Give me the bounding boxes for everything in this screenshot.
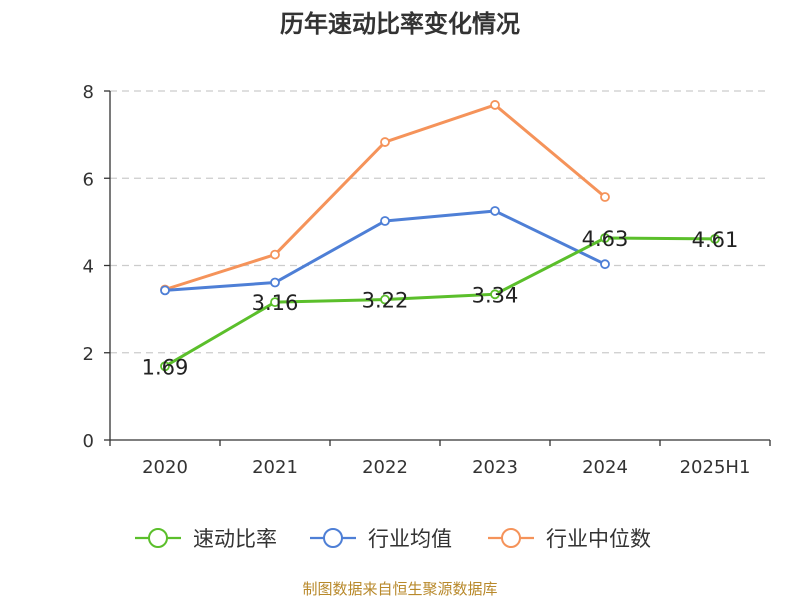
legend-marker <box>501 528 521 548</box>
y-tick-label: 2 <box>83 344 94 365</box>
data-point <box>490 100 500 110</box>
data-point <box>380 216 390 226</box>
data-label: 4.61 <box>692 228 739 252</box>
data-point <box>160 285 170 296</box>
legend-marker <box>148 528 168 548</box>
data-point <box>270 249 280 260</box>
axes: 0 2 4 6 8 2020 2021 2022 2023 2024 2025H1 <box>83 82 771 478</box>
data-label: 3.22 <box>362 289 409 313</box>
data-point <box>490 289 500 300</box>
y-tick-label: 6 <box>83 169 94 190</box>
legend-label: 行业中位数 <box>546 527 651 551</box>
data-point <box>490 206 500 216</box>
data-point <box>270 297 280 308</box>
x-tick-label: 2020 <box>142 457 188 478</box>
source-note: 制图数据来自恒生聚源数据库 <box>302 580 498 598</box>
data-label: 1.69 <box>142 355 189 379</box>
y-tick-label: 8 <box>83 82 94 103</box>
x-tick-label: 2021 <box>252 457 298 478</box>
x-tick-label: 2022 <box>362 457 408 478</box>
series-line <box>164 236 716 368</box>
legend: 速动比率 行业均值 行业中位数 <box>135 527 651 551</box>
grid-lines <box>110 90 770 354</box>
data-point <box>160 361 170 372</box>
data-point <box>600 192 610 202</box>
data-point <box>600 259 610 270</box>
chart-title: 历年速动比率变化情况 <box>280 10 520 38</box>
legend-label: 行业均值 <box>368 527 452 551</box>
legend-label: 速动比率 <box>193 527 277 551</box>
legend-marker <box>323 528 343 548</box>
data-label: 3.16 <box>252 291 299 315</box>
data-label: 3.34 <box>472 283 519 307</box>
y-tick-label: 4 <box>83 257 94 278</box>
series-lines <box>160 100 720 372</box>
x-tick-label: 2023 <box>472 457 518 478</box>
data-point <box>380 294 390 305</box>
data-point <box>380 137 390 147</box>
data-point <box>710 233 720 244</box>
data-label: 4.63 <box>582 227 629 251</box>
data-labels: 1.69 3.16 3.22 3.34 4.63 4.61 <box>142 227 739 379</box>
data-point <box>270 277 280 288</box>
y-tick-label: 0 <box>83 431 94 452</box>
series-line <box>164 103 606 291</box>
x-tick-label: 2025H1 <box>680 457 751 478</box>
x-tick-label: 2024 <box>582 457 628 478</box>
data-point <box>600 233 610 243</box>
